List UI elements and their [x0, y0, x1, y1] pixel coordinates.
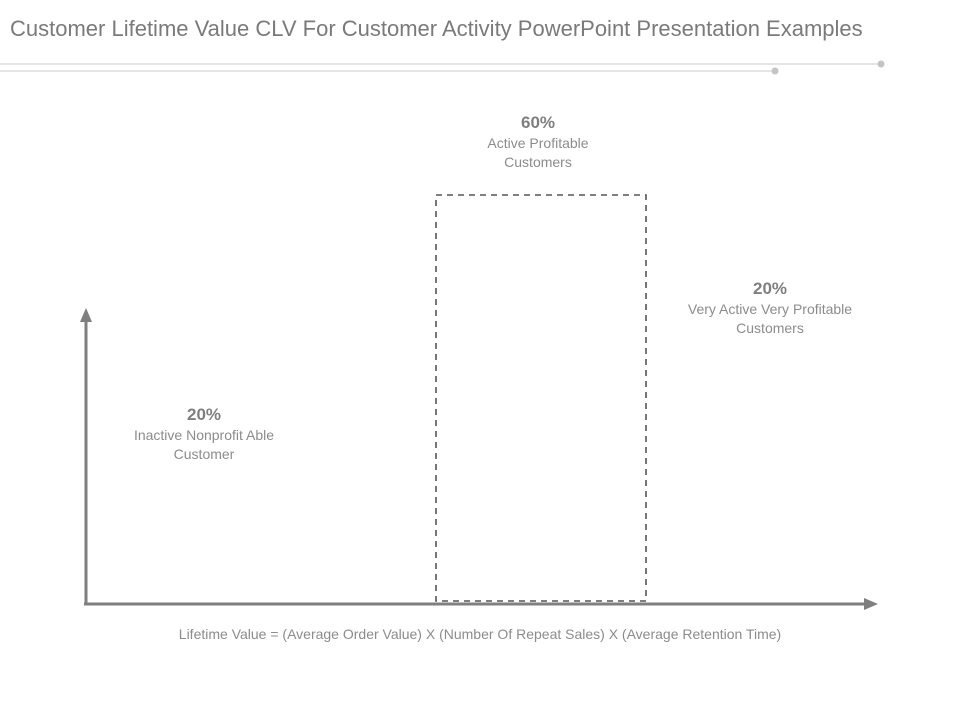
x-axis: [84, 598, 878, 610]
formula-text: Lifetime Value = (Average Order Value) X…: [178, 626, 782, 642]
text-inactive: Inactive Nonprofit Able Customer: [133, 427, 275, 462]
highlight-dashed-box: [435, 194, 647, 602]
percent-inactive: 20%: [186, 405, 222, 424]
text-active: Active Profitable Customers: [487, 135, 589, 170]
percent-active: 60%: [520, 113, 556, 132]
label-inactive: 20% Inactive Nonprofit Able Customer: [104, 404, 304, 464]
y-axis: [80, 308, 92, 604]
label-active: 60% Active Profitable Customers: [438, 112, 638, 172]
header-divider: [0, 60, 885, 75]
percent-very-active: 20%: [752, 279, 788, 298]
label-very-active: 20% Very Active Very Profitable Customer…: [665, 278, 875, 338]
text-very-active: Very Active Very Profitable Customers: [687, 301, 853, 336]
page-title: Customer Lifetime Value CLV For Customer…: [10, 16, 863, 41]
